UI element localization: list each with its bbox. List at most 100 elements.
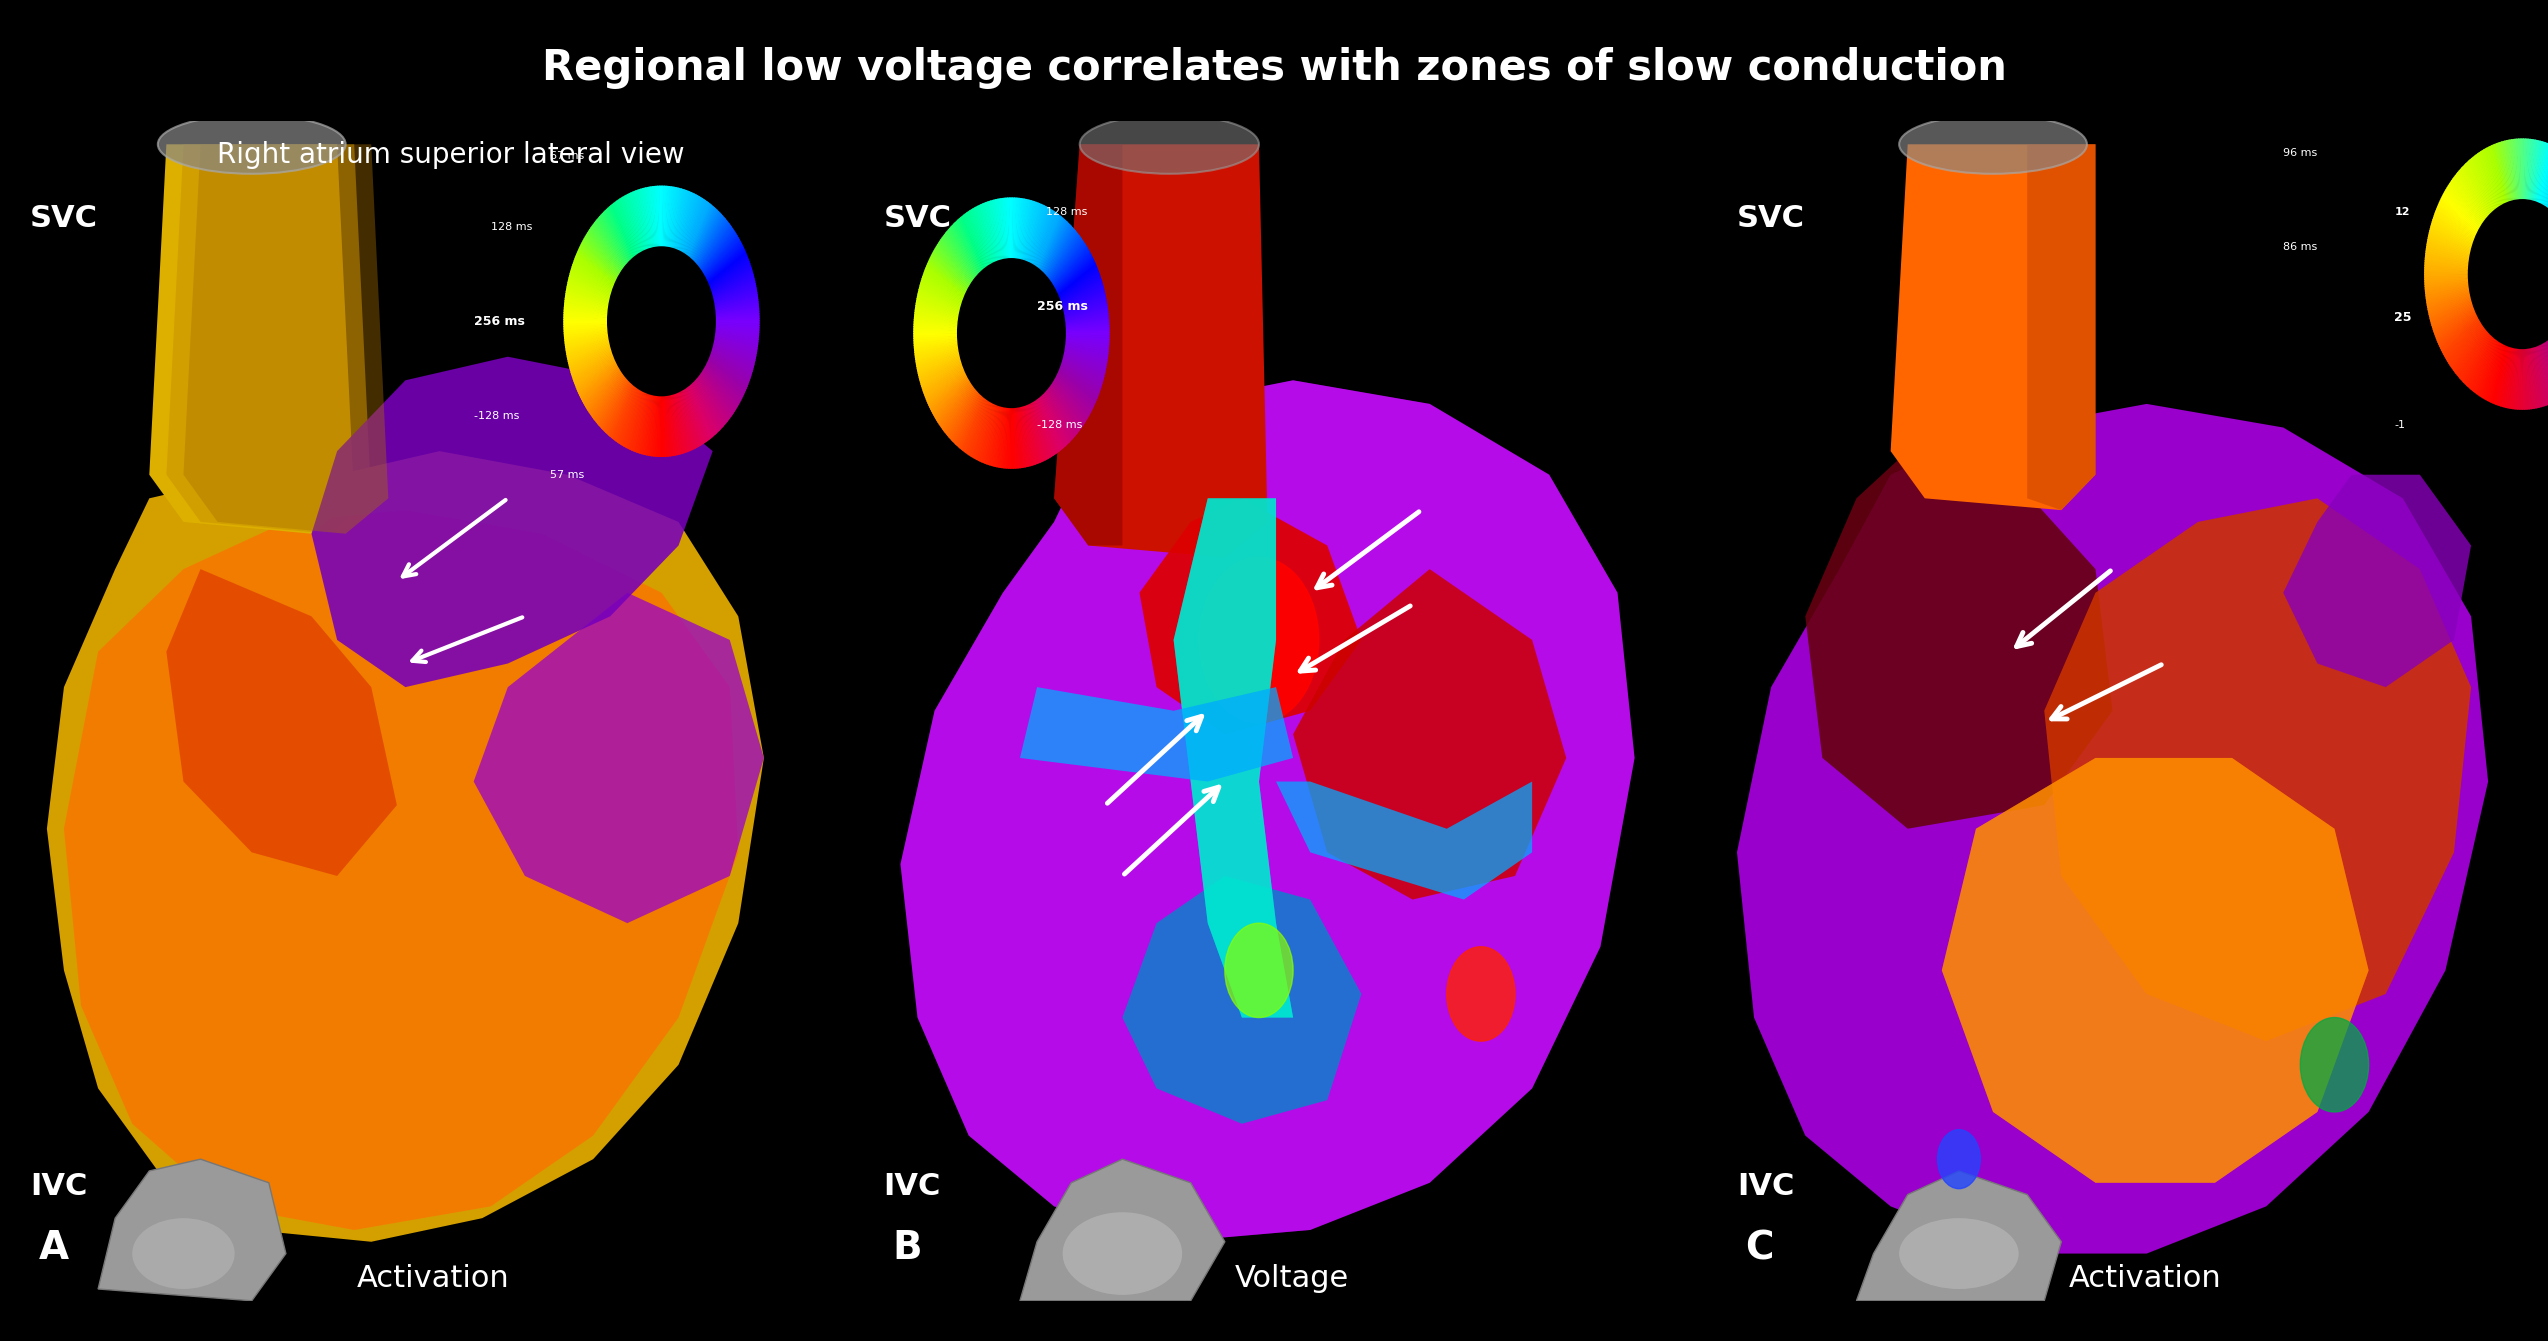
Wedge shape: [662, 322, 759, 338]
Wedge shape: [662, 322, 744, 396]
Wedge shape: [950, 224, 1012, 333]
Wedge shape: [1012, 333, 1108, 341]
Wedge shape: [662, 322, 757, 361]
Text: 12: 12: [2395, 207, 2410, 217]
Wedge shape: [1012, 212, 1057, 333]
Wedge shape: [642, 322, 662, 455]
Wedge shape: [1012, 312, 1108, 333]
Wedge shape: [922, 333, 1012, 392]
Wedge shape: [662, 322, 696, 449]
Wedge shape: [2523, 141, 2543, 274]
Wedge shape: [589, 322, 662, 413]
Wedge shape: [2523, 274, 2525, 410]
Wedge shape: [563, 322, 662, 342]
Wedge shape: [2523, 274, 2548, 363]
Wedge shape: [662, 322, 757, 358]
Wedge shape: [573, 322, 662, 386]
Wedge shape: [912, 322, 1012, 333]
Wedge shape: [594, 220, 662, 322]
Wedge shape: [662, 322, 757, 350]
Wedge shape: [2523, 274, 2548, 404]
Wedge shape: [632, 190, 662, 322]
Wedge shape: [2523, 274, 2548, 396]
Wedge shape: [1012, 333, 1085, 424]
Wedge shape: [1012, 333, 1037, 465]
Wedge shape: [662, 189, 685, 322]
Wedge shape: [915, 333, 1012, 353]
Polygon shape: [64, 510, 739, 1230]
Wedge shape: [634, 189, 662, 322]
Wedge shape: [591, 322, 662, 420]
Wedge shape: [943, 233, 1012, 333]
Wedge shape: [2426, 251, 2523, 274]
Wedge shape: [662, 322, 749, 385]
Wedge shape: [2428, 274, 2523, 322]
Wedge shape: [662, 232, 736, 322]
Wedge shape: [922, 333, 1012, 394]
Wedge shape: [2523, 274, 2548, 369]
Wedge shape: [2523, 274, 2548, 361]
Wedge shape: [571, 322, 662, 375]
Wedge shape: [662, 220, 729, 322]
Wedge shape: [1012, 207, 1047, 333]
Wedge shape: [1012, 252, 1093, 333]
Circle shape: [2301, 1018, 2370, 1112]
Wedge shape: [2523, 158, 2548, 274]
Wedge shape: [2461, 274, 2523, 384]
Wedge shape: [1012, 333, 1017, 469]
Wedge shape: [2523, 139, 2540, 274]
Wedge shape: [945, 229, 1012, 333]
Wedge shape: [1012, 333, 1085, 425]
Wedge shape: [655, 185, 662, 322]
Wedge shape: [915, 319, 1012, 333]
Wedge shape: [662, 299, 759, 322]
Wedge shape: [1012, 209, 1055, 333]
Wedge shape: [2523, 274, 2543, 408]
Wedge shape: [1009, 333, 1012, 469]
Wedge shape: [2523, 274, 2548, 371]
Wedge shape: [662, 302, 759, 322]
Wedge shape: [963, 213, 1012, 333]
Wedge shape: [645, 186, 662, 322]
Wedge shape: [948, 333, 1012, 437]
Wedge shape: [2464, 164, 2523, 274]
Wedge shape: [943, 333, 1012, 432]
Wedge shape: [2523, 138, 2530, 274]
Wedge shape: [662, 227, 734, 322]
Wedge shape: [662, 256, 749, 322]
Wedge shape: [1012, 333, 1073, 440]
Wedge shape: [581, 322, 662, 402]
Wedge shape: [2517, 138, 2523, 274]
Wedge shape: [1012, 333, 1108, 359]
Wedge shape: [2426, 248, 2523, 274]
Wedge shape: [940, 333, 1012, 430]
Wedge shape: [601, 322, 662, 430]
Wedge shape: [612, 322, 662, 440]
Text: 128 ms: 128 ms: [1045, 207, 1088, 217]
Wedge shape: [2523, 192, 2548, 274]
Wedge shape: [2523, 266, 2548, 274]
Wedge shape: [2449, 274, 2523, 366]
Wedge shape: [662, 213, 724, 322]
Wedge shape: [2523, 233, 2548, 274]
Wedge shape: [2523, 200, 2548, 274]
Wedge shape: [591, 322, 662, 418]
Wedge shape: [601, 212, 662, 322]
Polygon shape: [166, 145, 372, 534]
Wedge shape: [1004, 333, 1012, 468]
Wedge shape: [1012, 276, 1101, 333]
Wedge shape: [1012, 330, 1108, 333]
Wedge shape: [915, 316, 1012, 333]
Wedge shape: [1012, 308, 1108, 333]
Wedge shape: [2438, 202, 2523, 274]
Wedge shape: [2523, 145, 2548, 274]
Text: Voltage: Voltage: [1236, 1263, 1348, 1293]
Wedge shape: [2523, 256, 2548, 274]
Wedge shape: [986, 333, 1012, 465]
Wedge shape: [594, 322, 662, 421]
Wedge shape: [1012, 263, 1096, 333]
Wedge shape: [640, 188, 662, 322]
Wedge shape: [662, 322, 703, 445]
Wedge shape: [1012, 333, 1106, 369]
Polygon shape: [1019, 1159, 1226, 1301]
